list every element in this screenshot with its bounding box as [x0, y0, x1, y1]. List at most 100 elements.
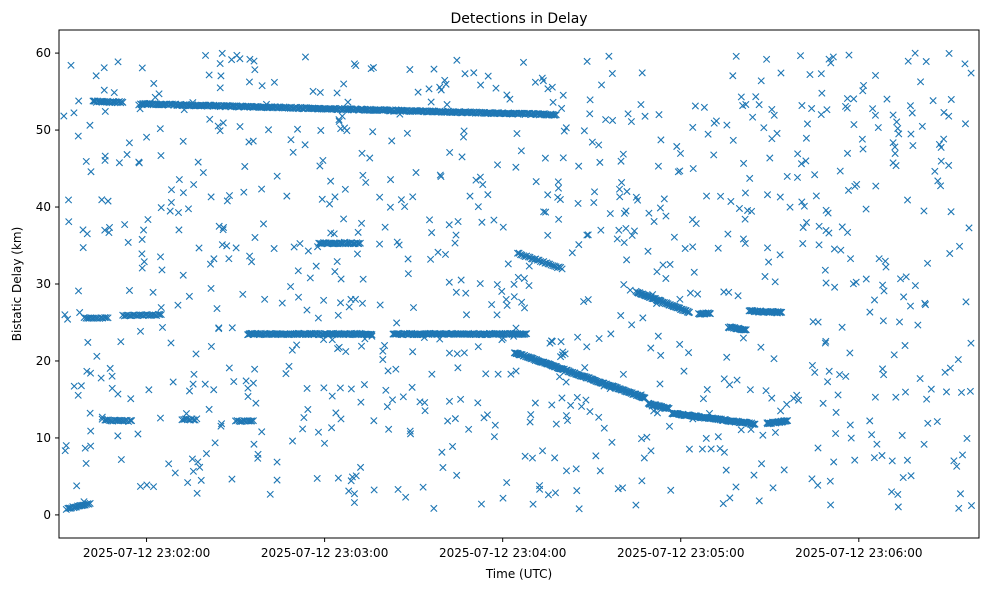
data-point [762, 387, 770, 395]
data-point [637, 100, 645, 109]
data-point [962, 298, 970, 306]
data-point [453, 350, 461, 358]
data-point [875, 255, 883, 263]
data-point [465, 425, 473, 433]
data-point [967, 69, 975, 77]
data-point [619, 370, 627, 378]
data-point [808, 475, 816, 483]
data-point [542, 208, 550, 216]
data-point [460, 349, 468, 357]
data-point [580, 127, 588, 135]
data-point [300, 413, 308, 422]
data-point [384, 367, 392, 375]
data-point [312, 262, 320, 270]
data-point [498, 336, 506, 344]
data-point [466, 330, 474, 339]
data-point [544, 191, 552, 199]
data-point [685, 308, 694, 316]
data-point [647, 344, 655, 352]
data-point [606, 384, 614, 393]
data-point [552, 420, 560, 428]
data-point [597, 226, 605, 234]
data-point [607, 330, 615, 338]
data-point [474, 203, 482, 211]
data-point [149, 288, 157, 296]
data-point [182, 410, 191, 418]
data-point [900, 293, 908, 301]
data-point [950, 457, 958, 465]
data-point [334, 311, 342, 319]
data-point [802, 134, 811, 142]
data-point [470, 69, 478, 77]
data-point [526, 418, 534, 426]
data-point [686, 289, 695, 297]
data-point [716, 192, 725, 200]
data-point [769, 484, 777, 492]
data-point [757, 343, 765, 351]
data-point [688, 216, 697, 224]
data-point [817, 70, 825, 78]
data-point [462, 311, 471, 319]
data-point [406, 65, 414, 74]
data-point [559, 154, 567, 162]
data-point [614, 485, 622, 493]
data-point [845, 51, 853, 59]
data-point [647, 447, 655, 455]
data-point [445, 221, 453, 229]
data-point [206, 260, 215, 268]
data-point [101, 107, 109, 116]
data-point [439, 463, 447, 472]
data-point [815, 222, 823, 230]
data-point [445, 397, 454, 405]
data-point [685, 445, 694, 453]
data-point [219, 119, 227, 127]
y-tick-label: 30 [36, 277, 51, 291]
data-point [640, 454, 648, 462]
data-point [493, 280, 501, 289]
data-point [362, 178, 370, 187]
data-point [350, 490, 359, 498]
data-point [188, 455, 196, 463]
data-point [814, 444, 822, 452]
data-point [361, 335, 369, 343]
data-point [503, 478, 511, 487]
data-point [442, 80, 450, 88]
data-point [608, 438, 616, 446]
data-point [892, 393, 900, 401]
data-point [822, 279, 830, 287]
data-point [615, 185, 624, 193]
data-point [940, 135, 948, 143]
data-point [896, 275, 905, 283]
data-point [74, 287, 83, 295]
data-point [825, 229, 833, 237]
data-point [409, 193, 417, 201]
data-point [894, 503, 902, 511]
data-point [87, 314, 95, 322]
data-point [117, 338, 125, 346]
data-point [304, 405, 312, 414]
data-point [741, 326, 749, 334]
data-point [70, 109, 78, 117]
data-point [608, 69, 616, 78]
y-tick-label: 0 [43, 508, 51, 522]
data-point [883, 95, 891, 103]
data-point [314, 104, 322, 112]
data-point [760, 124, 768, 132]
data-point [551, 489, 560, 497]
data-point [916, 78, 925, 86]
data-point [554, 193, 562, 201]
data-point [889, 111, 897, 119]
x-tick-label: 2025-07-12 23:04:00 [439, 546, 566, 560]
data-point [457, 395, 465, 403]
data-point [936, 182, 945, 190]
data-point [353, 250, 362, 258]
data-point [283, 192, 291, 200]
data-point [140, 258, 148, 266]
data-point [382, 386, 390, 394]
data-point [806, 70, 814, 79]
data-point [100, 86, 108, 94]
data-point [617, 311, 625, 320]
data-point [156, 310, 164, 319]
data-point [185, 292, 193, 300]
